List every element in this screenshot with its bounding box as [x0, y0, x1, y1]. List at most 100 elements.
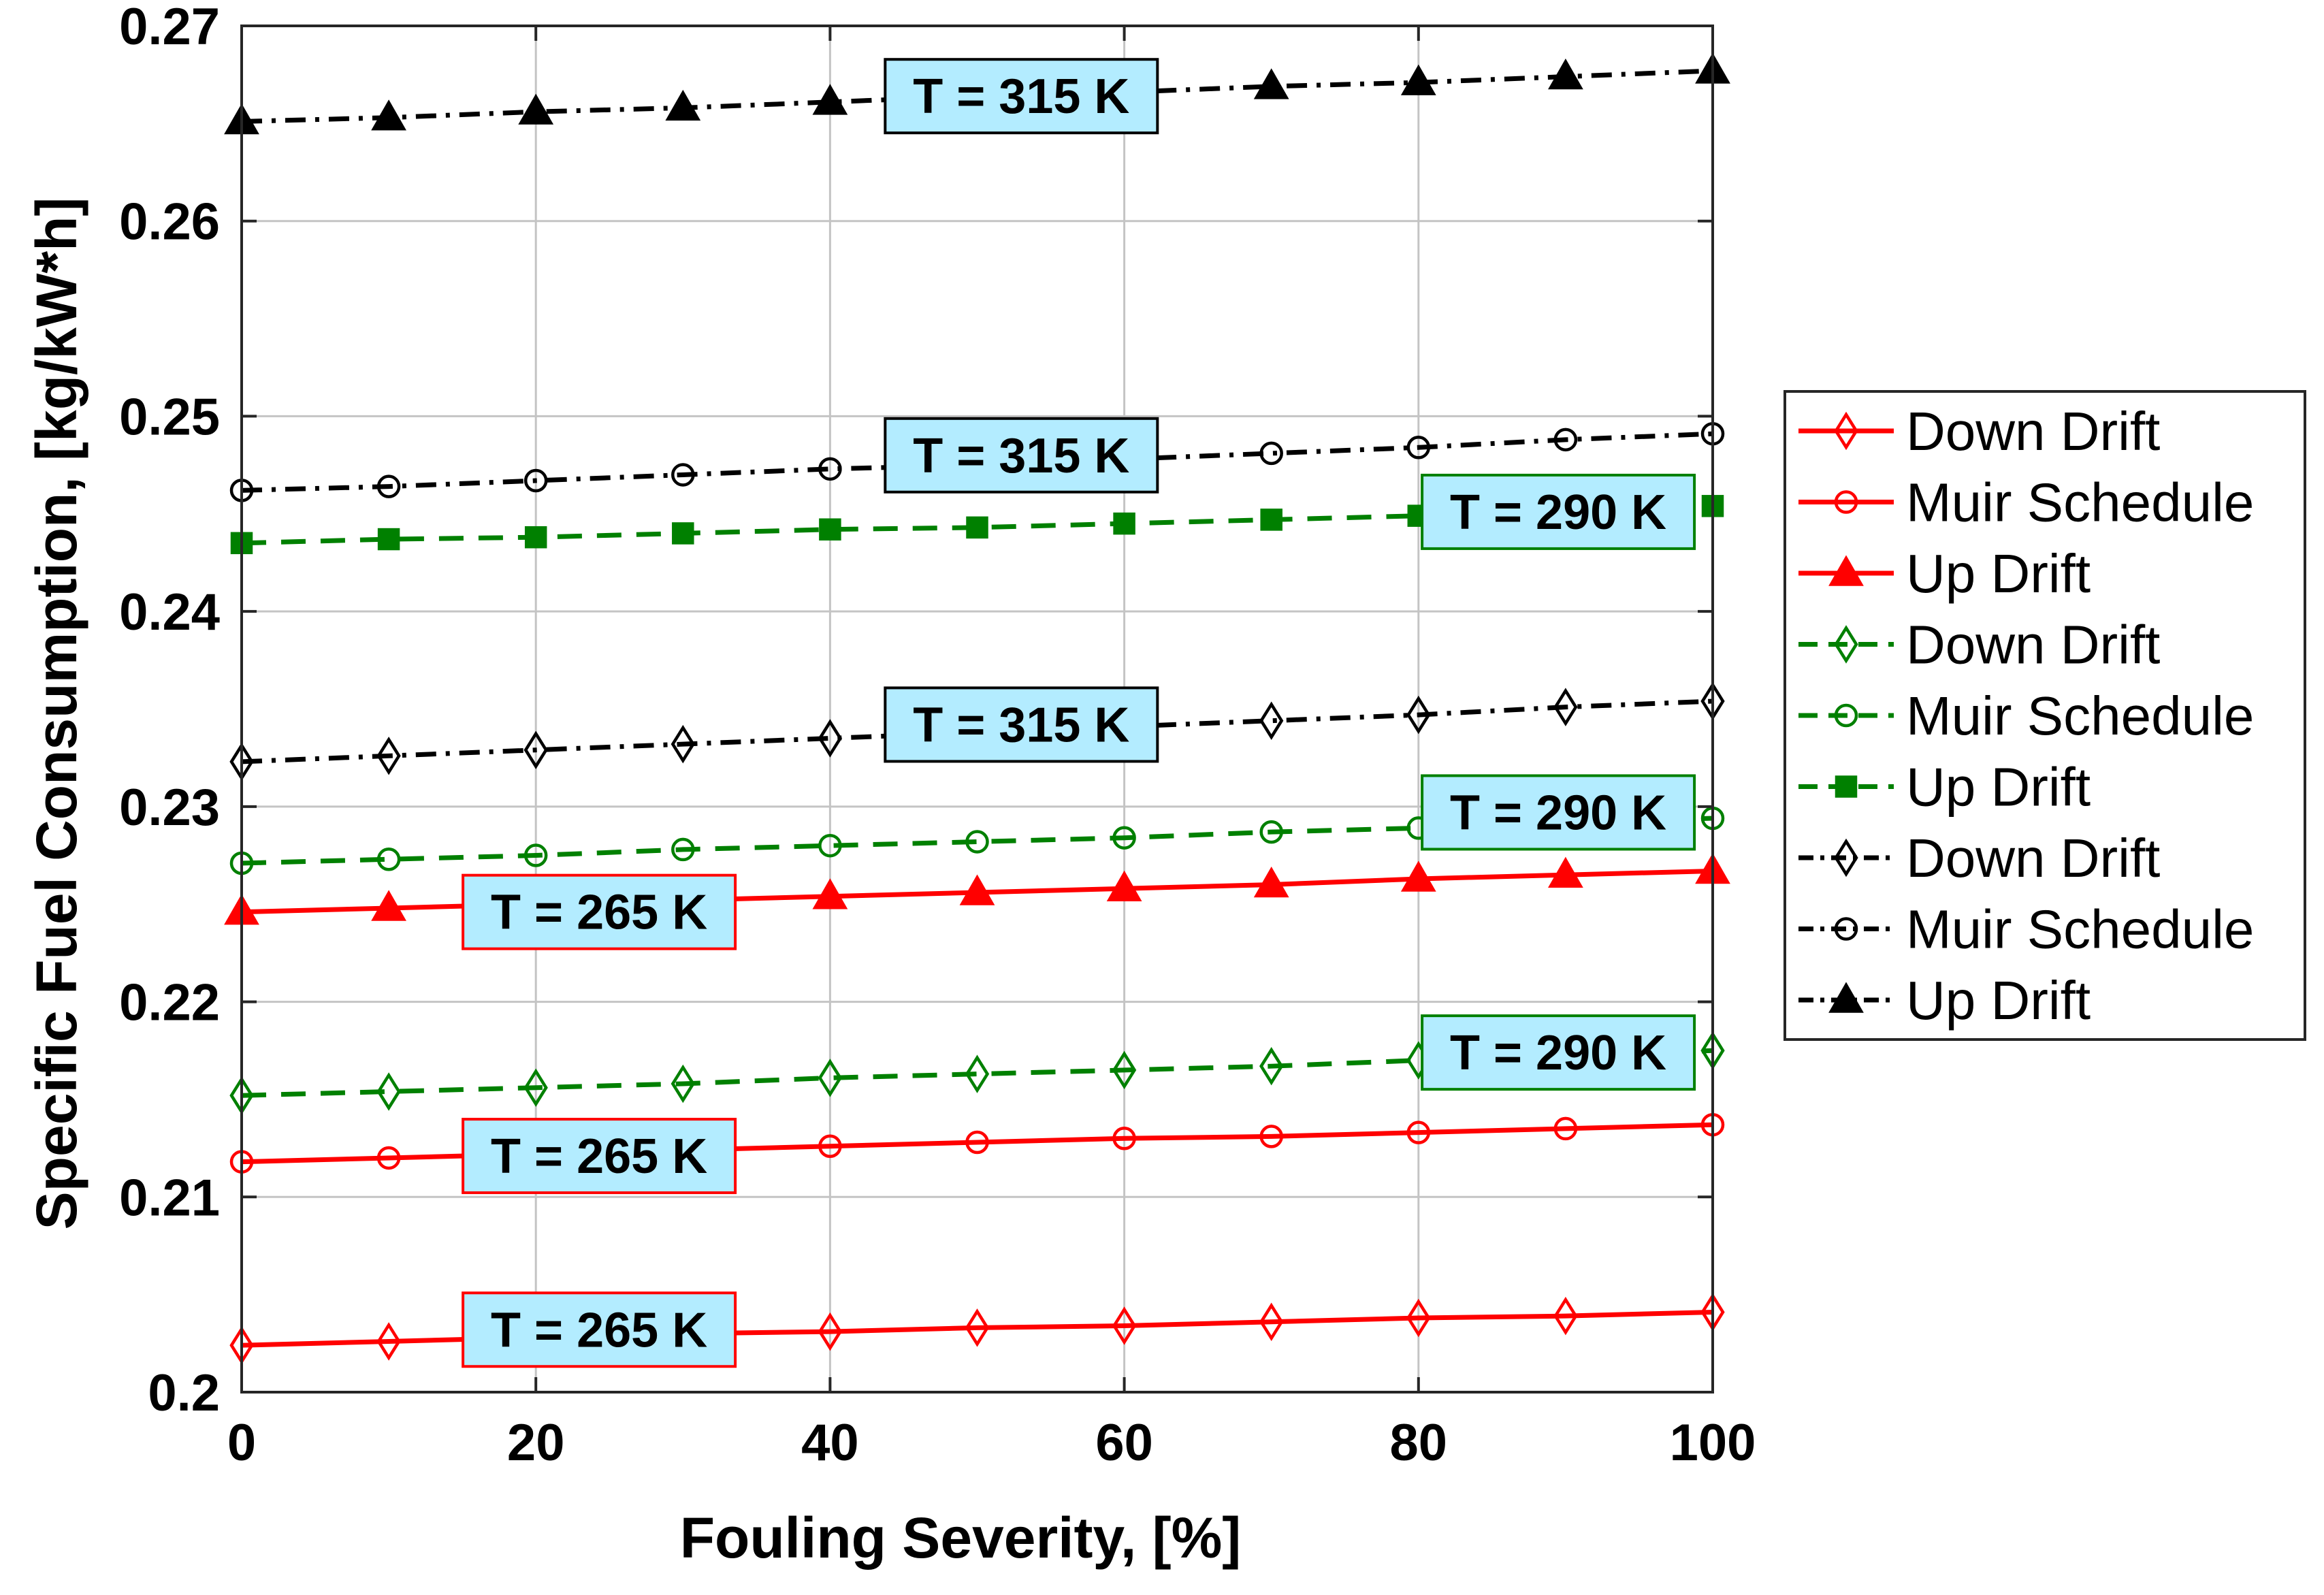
data-point — [819, 518, 841, 541]
data-point — [1406, 1121, 1431, 1144]
data-point — [965, 1130, 989, 1155]
annotation: T = 290 K — [1421, 473, 1696, 550]
y-tick-label: 0.25 — [119, 388, 220, 446]
legend-item: Muir Schedule — [1798, 472, 2254, 533]
data-point — [1112, 1050, 1137, 1090]
legend-marker — [1834, 490, 1858, 514]
x-tick-label: 20 — [507, 1414, 565, 1472]
legend-marker — [1834, 917, 1858, 941]
annotation: T = 265 K — [462, 1118, 737, 1195]
x-tick-label: 80 — [1390, 1414, 1448, 1472]
annotation-label: T = 290 K — [1450, 1026, 1666, 1080]
annotation-box — [1421, 774, 1696, 851]
data-point — [965, 1308, 990, 1347]
data-point — [1553, 1296, 1578, 1336]
data-point — [1553, 1116, 1578, 1141]
data-point — [671, 837, 695, 862]
annotation-box — [462, 1291, 737, 1368]
data-point — [1548, 856, 1583, 888]
data-point — [672, 522, 694, 545]
annotation-box — [462, 1118, 737, 1195]
data-point — [1106, 870, 1142, 902]
annotation: T = 315 K — [884, 686, 1159, 763]
legend-item: Muir Schedule — [1798, 686, 2254, 746]
data-point — [1112, 826, 1136, 850]
y-tick-label: 0.2 — [148, 1364, 220, 1422]
data-point — [377, 528, 400, 551]
legend-item: Up Drift — [1798, 757, 2091, 818]
annotation-box — [884, 58, 1159, 135]
data-point — [1406, 436, 1431, 460]
annotation: T = 315 K — [884, 58, 1159, 135]
annotation-label: T = 290 K — [1450, 786, 1666, 840]
data-point — [376, 737, 401, 775]
data-point — [523, 730, 548, 769]
data-point — [818, 1059, 843, 1097]
data-point — [376, 1146, 401, 1170]
legend-label: Muir Schedule — [1906, 899, 2254, 960]
legend-item: Muir Schedule — [1798, 899, 2254, 960]
data-point — [1260, 509, 1282, 531]
annotation: T = 315 K — [884, 417, 1159, 494]
data-point — [671, 463, 695, 487]
data-point — [1406, 1298, 1431, 1338]
legend-marker — [1834, 625, 1858, 664]
plot-area: T = 315 K T = 315 K T = 315 K T = 290 K T = … — [119, 0, 1756, 1472]
annotation-box — [462, 873, 737, 950]
data-point — [1253, 867, 1289, 898]
data-point — [671, 724, 695, 764]
legend-item: Down Drift — [1798, 615, 2160, 675]
data-point — [1406, 695, 1431, 735]
data-point — [371, 99, 406, 131]
legend-marker — [1834, 411, 1858, 451]
data-point — [818, 719, 843, 758]
data-point — [1259, 1125, 1283, 1148]
data-point — [812, 878, 848, 909]
y-tick-label: 0.24 — [119, 583, 220, 641]
data-point — [818, 457, 842, 481]
annotation-label: T = 265 K — [491, 1129, 707, 1184]
legend-marker — [1835, 775, 1858, 798]
data-point — [1113, 512, 1135, 535]
data-point — [376, 474, 401, 498]
legend: Down Drift Muir Schedule Up Drift Down Drif… — [1784, 390, 2306, 1041]
data-point — [1259, 820, 1283, 844]
data-point — [959, 874, 995, 905]
x-tick-label: 40 — [801, 1414, 859, 1472]
legend-marker — [1828, 982, 1864, 1013]
data-point — [1553, 428, 1578, 452]
data-point — [376, 1072, 401, 1111]
legend-label: Up Drift — [1906, 970, 2091, 1031]
data-point — [371, 890, 406, 921]
data-point — [818, 1134, 842, 1158]
series-line — [241, 431, 1713, 493]
data-point — [1253, 68, 1289, 99]
legend-marker — [1834, 838, 1858, 877]
annotation-box — [884, 686, 1159, 763]
series-line — [241, 698, 1713, 764]
y-tick-label: 0.21 — [119, 1169, 220, 1227]
y-tick-label: 0.22 — [119, 974, 220, 1032]
legend-label: Down Drift — [1906, 828, 2160, 888]
data-point — [665, 89, 701, 121]
x-tick-label: 60 — [1095, 1414, 1153, 1472]
data-point — [1259, 1302, 1284, 1342]
annotation-box — [1421, 473, 1696, 550]
data-point — [965, 1054, 990, 1093]
annotation-label: T = 315 K — [913, 69, 1129, 124]
data-point — [1112, 1127, 1136, 1150]
data-point — [671, 1064, 695, 1103]
data-point — [1259, 441, 1283, 466]
data-point — [818, 1312, 843, 1351]
annotation-label: T = 290 K — [1450, 485, 1666, 540]
legend-marker — [1828, 555, 1864, 586]
data-point — [1112, 1306, 1137, 1345]
data-point — [818, 833, 842, 858]
annotation-label: T = 315 K — [913, 429, 1129, 483]
annotation-box — [884, 417, 1159, 494]
legend-item: Down Drift — [1798, 401, 2160, 462]
legend-marker — [1834, 703, 1858, 728]
axes-frame — [240, 25, 1714, 1393]
data-point — [523, 1068, 548, 1107]
legend-label: Muir Schedule — [1906, 472, 2254, 533]
